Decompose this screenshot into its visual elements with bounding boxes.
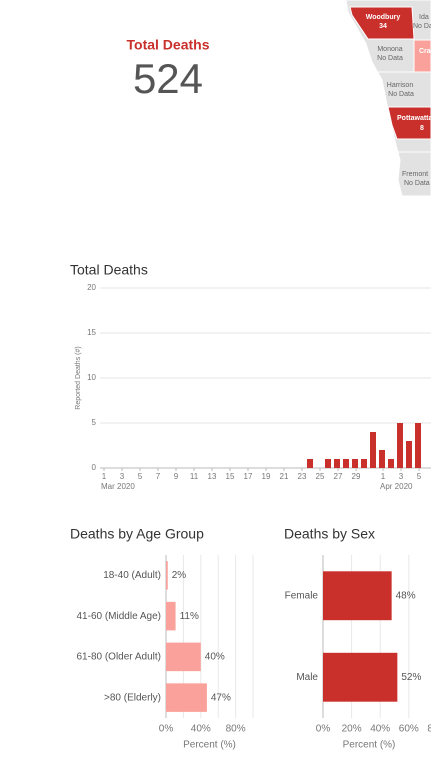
bar xyxy=(388,459,394,468)
county-name: Pottawattamie xyxy=(397,115,431,122)
bar xyxy=(334,459,340,468)
x-tick-label: 7 xyxy=(156,472,161,481)
county-status: No Data xyxy=(413,23,431,30)
bar xyxy=(370,432,376,468)
category-label: 18-40 (Adult) xyxy=(103,570,161,581)
county-value: 34 xyxy=(379,23,387,30)
county-name: Fremont xyxy=(402,171,428,178)
category-label: Female xyxy=(285,590,319,601)
category-label: 61-80 (Older Adult) xyxy=(77,652,162,663)
x-tick-label: 3 xyxy=(399,472,404,481)
x-tick-label: 15 xyxy=(226,472,235,481)
x-tick-label: 9 xyxy=(174,472,179,481)
chart-title: Total Deaths xyxy=(70,262,148,278)
bar xyxy=(415,423,421,468)
x-tick-label: 40% xyxy=(191,724,211,735)
county-name: Woodbury xyxy=(366,14,401,21)
x-tick-label: 21 xyxy=(280,472,289,481)
x-tick-label: 5 xyxy=(417,472,422,481)
county-status: No Data xyxy=(377,55,403,62)
x-tick-label: 25 xyxy=(316,472,325,481)
x-axis-label: Percent (%) xyxy=(183,740,236,751)
y-axis-label: Reported Deaths (#) xyxy=(75,346,82,409)
y-tick-label: 20 xyxy=(87,283,96,292)
x-tick-label: 60% xyxy=(399,724,419,735)
county-status: No Data xyxy=(388,91,414,98)
x-tick-label: 5 xyxy=(138,472,143,481)
x-tick-label: 11 xyxy=(190,472,199,481)
x-tick-label: 17 xyxy=(244,472,253,481)
kpi-label: Total Deaths xyxy=(127,37,210,53)
county-pottawattamie xyxy=(387,106,431,140)
bar xyxy=(406,441,412,468)
y-tick-label: 15 xyxy=(87,328,96,337)
x-tick-label: 1 xyxy=(381,472,386,481)
county-status: No Data xyxy=(404,180,430,187)
x-tick-label: 27 xyxy=(334,472,343,481)
bar xyxy=(307,459,313,468)
bar xyxy=(323,652,398,702)
x-tick-label: 0% xyxy=(159,724,174,735)
value-label: 48% xyxy=(396,590,416,601)
x-group-label: Mar 2020 xyxy=(101,482,135,491)
value-label: 40% xyxy=(205,652,225,663)
value-label: 2% xyxy=(172,570,187,581)
x-tick-label: 20% xyxy=(342,724,362,735)
county-name: Monona xyxy=(377,46,402,53)
bar xyxy=(352,459,358,468)
map: Woodbury 34 Ida No Data Monona No Data C… xyxy=(345,0,431,197)
category-label: 41-60 (Middle Age) xyxy=(77,611,162,622)
map-region xyxy=(345,0,431,197)
county-name: Harrison xyxy=(387,82,414,89)
bar xyxy=(379,450,385,468)
county-name: Ida xyxy=(419,14,429,21)
y-tick-label: 5 xyxy=(92,418,97,427)
y-tick-label: 10 xyxy=(87,373,96,382)
kpi-value: 524 xyxy=(133,55,203,102)
county-name: Crawford xyxy=(419,48,431,55)
bar xyxy=(166,683,207,712)
county-woodbury xyxy=(349,6,415,40)
bar xyxy=(166,561,168,590)
value-label: 52% xyxy=(401,672,421,683)
bar xyxy=(166,642,201,672)
bar xyxy=(323,571,392,621)
bar xyxy=(397,423,403,468)
county-value: 8 xyxy=(420,125,424,132)
x-axis-label: Percent (%) xyxy=(343,740,396,751)
county-crawford xyxy=(413,39,431,73)
x-tick-label: 3 xyxy=(120,472,125,481)
y-tick-label: 0 xyxy=(92,463,97,472)
x-tick-label: 19 xyxy=(262,472,271,481)
x-tick-label: 23 xyxy=(298,472,307,481)
x-tick-label: 29 xyxy=(352,472,361,481)
x-tick-label: 1 xyxy=(102,472,107,481)
chart-title: Deaths by Age Group xyxy=(70,526,204,542)
bar xyxy=(166,601,176,631)
bar xyxy=(325,459,331,468)
x-tick-label: 80% xyxy=(226,724,246,735)
chart-title: Deaths by Sex xyxy=(284,526,375,542)
x-tick-label: 0% xyxy=(316,724,331,735)
category-label: Male xyxy=(296,672,318,683)
x-group-label: Apr 2020 xyxy=(380,482,413,491)
category-label: >80 (Elderly) xyxy=(104,692,161,703)
value-label: 47% xyxy=(211,692,231,703)
bar xyxy=(361,459,367,468)
value-label: 11% xyxy=(180,611,199,622)
bar xyxy=(343,459,349,468)
x-tick-label: 40% xyxy=(370,724,390,735)
x-tick-label: 13 xyxy=(208,472,217,481)
x-tick-label: 80% xyxy=(427,724,431,735)
